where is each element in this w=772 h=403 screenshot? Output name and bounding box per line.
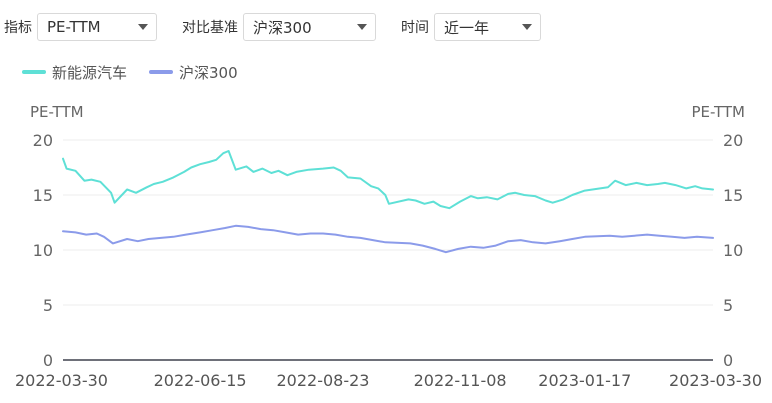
x-tick-label: 2022-03-30 [15,371,108,390]
y-tick-label-left: 5 [43,296,53,315]
y-tick-label-left: 15 [33,186,53,205]
series-line-1 [62,150,714,210]
indicator-select[interactable]: PE-TTM [37,13,157,41]
series-layer [62,150,714,254]
indicator-group: 指标 PE-TTM [0,13,157,41]
y-tick-label-left: 10 [33,241,53,260]
time-select[interactable]: 近一年 [434,13,541,41]
time-group: 时间 近一年 [401,13,541,41]
y-tick-label-right: 20 [723,131,743,150]
y-tick-label-left: 0 [43,351,53,370]
legend-label-series-1: 新能源汽车 [52,63,128,82]
x-tick-label: 2022-08-23 [277,371,370,390]
series-line-2 [62,224,714,254]
y-axis-title-left: PE-TTM [30,103,84,121]
grid-layer [63,139,713,306]
y-tick-label-left: 20 [33,131,53,150]
y-tick-label-right: 5 [723,296,733,315]
chevron-down-icon [138,24,148,30]
x-tick-label: 2022-11-08 [414,371,507,390]
x-tick-label: 2023-03-30 [669,371,762,390]
axis-layer: 0 0 5 5 10 10 15 15 20 20 PE-TTM PE-TTM 2022-03-30 20… [15,103,762,390]
chart-legend: 新能源汽车 沪深300 [22,60,260,84]
x-tick-label: 2023-01-17 [538,371,631,390]
compare-select[interactable]: 沪深300 [243,13,376,41]
chevron-down-icon [357,24,367,30]
y-axis-title-right: PE-TTM [691,103,745,121]
legend-item-series-1[interactable]: 新能源汽车 [22,62,127,83]
indicator-select-value: PE-TTM [47,18,101,36]
y-tick-label-right: 10 [723,241,743,260]
legend-swatch-series-1 [22,70,46,74]
y-tick-label-right: 0 [723,351,733,370]
time-select-value: 近一年 [444,18,490,37]
chevron-down-icon [522,24,532,30]
indicator-label: 指标 [4,20,32,36]
compare-select-value: 沪深300 [253,18,312,37]
legend-item-series-2[interactable]: 沪深300 [149,62,238,83]
x-tick-label: 2022-06-15 [154,371,247,390]
legend-swatch-series-2 [149,70,174,74]
compare-group: 对比基准 沪深300 [182,13,376,41]
filter-bar: 指标 PE-TTM 对比基准 沪深300 时间 近一年 [0,11,541,43]
compare-label: 对比基准 [182,20,238,36]
time-label: 时间 [401,20,429,36]
legend-label-series-2: 沪深300 [179,63,238,82]
y-tick-label-right: 15 [723,186,743,205]
